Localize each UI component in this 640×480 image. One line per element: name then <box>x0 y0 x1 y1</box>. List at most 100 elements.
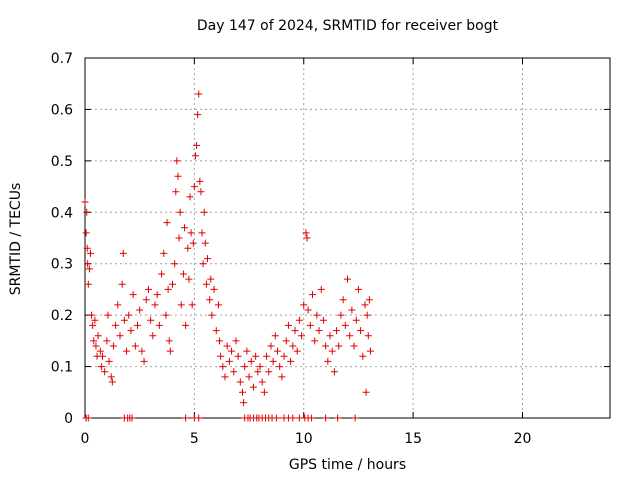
data-point <box>165 337 173 345</box>
data-point <box>151 301 159 309</box>
data-point <box>86 249 94 257</box>
data-point <box>210 285 218 293</box>
plot-frame <box>84 57 611 419</box>
data-point <box>174 172 182 180</box>
data-point <box>274 347 281 355</box>
data-point <box>245 373 253 381</box>
data-point <box>188 301 196 309</box>
data-point <box>202 280 210 288</box>
data-point <box>361 301 369 309</box>
data-point <box>176 208 184 216</box>
data-point <box>335 342 343 350</box>
data-point <box>160 249 168 257</box>
data-point <box>357 327 365 335</box>
data-point <box>221 373 229 381</box>
data-point <box>116 332 124 340</box>
data-point <box>196 177 204 185</box>
data-point <box>352 316 360 324</box>
data-point <box>131 342 139 350</box>
data-point <box>322 342 330 350</box>
data-point <box>184 244 192 252</box>
data-point <box>109 342 117 350</box>
data-point <box>88 311 96 319</box>
axis-ticks: 0 0.1 0.2 0.3 0.4 0.5 0.6 0.7 0 5 10 15 20 <box>51 51 610 447</box>
data-point <box>234 352 242 360</box>
data-point <box>271 332 279 340</box>
data-point <box>324 357 332 365</box>
data-point <box>276 363 284 371</box>
data-point <box>123 347 131 355</box>
data-point <box>225 357 233 365</box>
data-point <box>346 332 354 340</box>
data-point <box>129 291 137 299</box>
data-point <box>92 342 100 350</box>
data-point <box>204 255 211 263</box>
data-point <box>363 311 371 319</box>
y-tick-label: 0.3 <box>51 257 73 273</box>
data-point <box>282 337 290 345</box>
data-point <box>144 285 152 293</box>
data-point <box>90 337 98 345</box>
data-point <box>185 275 193 283</box>
data-point <box>350 342 358 350</box>
data-point <box>284 321 292 329</box>
data-point <box>291 327 299 335</box>
data-point <box>247 357 255 365</box>
data-point <box>120 316 128 324</box>
data-point <box>217 352 225 360</box>
data-point <box>171 260 179 268</box>
data-point <box>249 383 257 391</box>
data-point <box>359 352 367 360</box>
data-point <box>173 157 181 165</box>
data-point <box>84 414 92 422</box>
data-point <box>155 321 163 329</box>
data-point <box>197 188 205 196</box>
data-point <box>127 327 135 335</box>
data-point <box>302 229 310 237</box>
data-point <box>195 90 203 98</box>
data-point <box>334 414 342 422</box>
data-point <box>89 321 97 329</box>
data-point <box>128 414 136 422</box>
data-point <box>366 347 374 355</box>
data-point <box>175 234 183 242</box>
data-point <box>190 183 198 191</box>
data-point <box>341 321 349 329</box>
data-point <box>114 301 122 309</box>
data-point <box>112 321 120 329</box>
y-axis-label: SRMTID / TECUs <box>8 182 24 296</box>
data-point <box>166 347 174 355</box>
data-point <box>97 363 105 371</box>
data-point <box>326 332 334 340</box>
data-point <box>337 311 345 319</box>
y-tick-label: 0.7 <box>51 51 73 67</box>
data-point <box>330 368 338 376</box>
data-point <box>214 301 222 309</box>
x-tick-label: 20 <box>514 431 532 447</box>
data-point <box>198 229 206 237</box>
data-point <box>194 111 202 119</box>
data-point <box>134 321 141 329</box>
data-point <box>240 399 248 407</box>
data-point <box>280 352 288 360</box>
data-point <box>142 296 150 304</box>
data-point <box>256 363 264 371</box>
data-point <box>179 270 187 278</box>
data-point <box>119 249 127 257</box>
data-point <box>293 347 301 355</box>
data-point <box>84 260 92 268</box>
data-point <box>200 208 208 216</box>
data-point <box>309 291 316 299</box>
data-point <box>82 229 90 237</box>
data-point <box>99 352 106 360</box>
data-point <box>138 347 146 355</box>
data-point <box>303 234 311 242</box>
data-point <box>84 280 92 288</box>
data-point <box>193 141 201 149</box>
data-point <box>258 378 266 386</box>
data-point <box>195 414 203 422</box>
grid-lines <box>85 58 610 418</box>
data-point <box>163 219 171 227</box>
data-point <box>289 414 297 422</box>
